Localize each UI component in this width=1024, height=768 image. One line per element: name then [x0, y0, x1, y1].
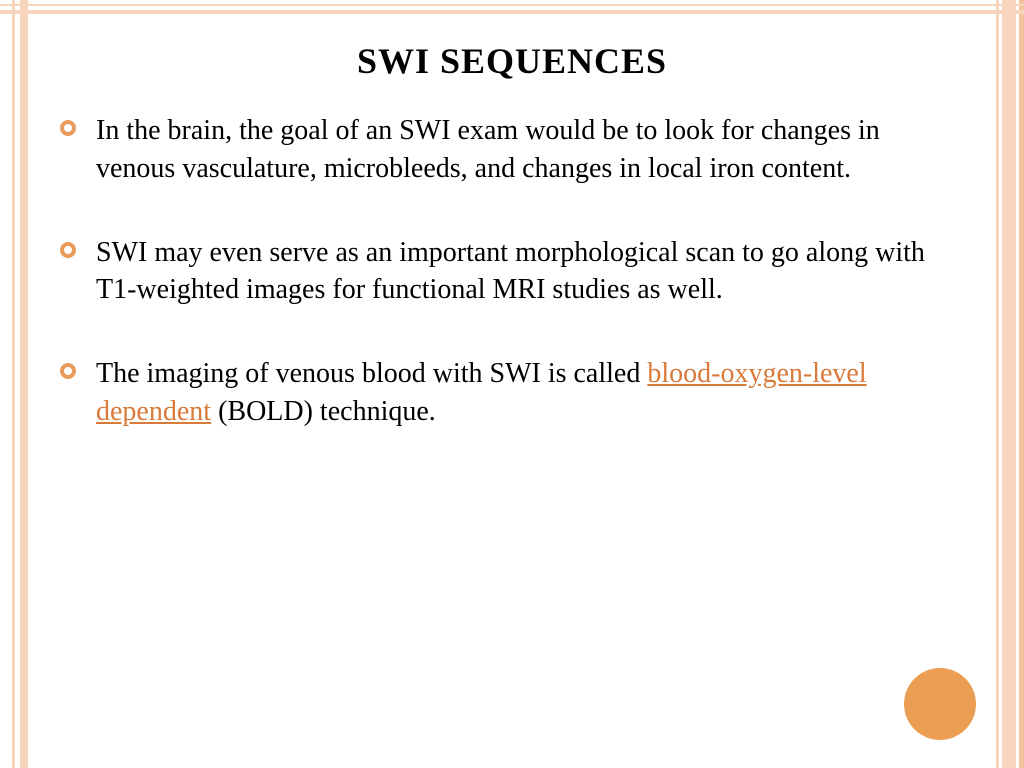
bullet-text: In the brain, the goal of an SWI exam wo… [96, 115, 880, 184]
border-stripe-top-1 [0, 4, 1024, 6]
bullet-item: In the brain, the goal of an SWI exam wo… [60, 112, 964, 188]
border-stripe-right-2 [1002, 0, 1016, 768]
border-stripe-top-2 [0, 10, 1024, 14]
bullet-text: SWI may even serve as an important morph… [96, 237, 925, 306]
border-stripe-right-3 [996, 0, 999, 768]
bullet-marker-icon [60, 363, 76, 379]
page-title: SWI SEQUENCES [60, 40, 964, 82]
border-stripe-right-1 [1019, 0, 1024, 768]
circle-decoration [904, 668, 976, 740]
bullet-list: In the brain, the goal of an SWI exam wo… [60, 112, 964, 431]
bullet-item: SWI may even serve as an important morph… [60, 234, 964, 310]
bullet-item: The imaging of venous blood with SWI is … [60, 355, 964, 431]
border-stripe-left-2 [20, 0, 28, 768]
bullet-marker-icon [60, 120, 76, 136]
bullet-text-after: (BOLD) technique. [211, 396, 436, 427]
border-stripe-left-1 [12, 0, 15, 768]
slide-content: SWI SEQUENCES In the brain, the goal of … [60, 40, 964, 477]
bullet-marker-icon [60, 242, 76, 258]
bullet-text: The imaging of venous blood with SWI is … [96, 358, 647, 389]
